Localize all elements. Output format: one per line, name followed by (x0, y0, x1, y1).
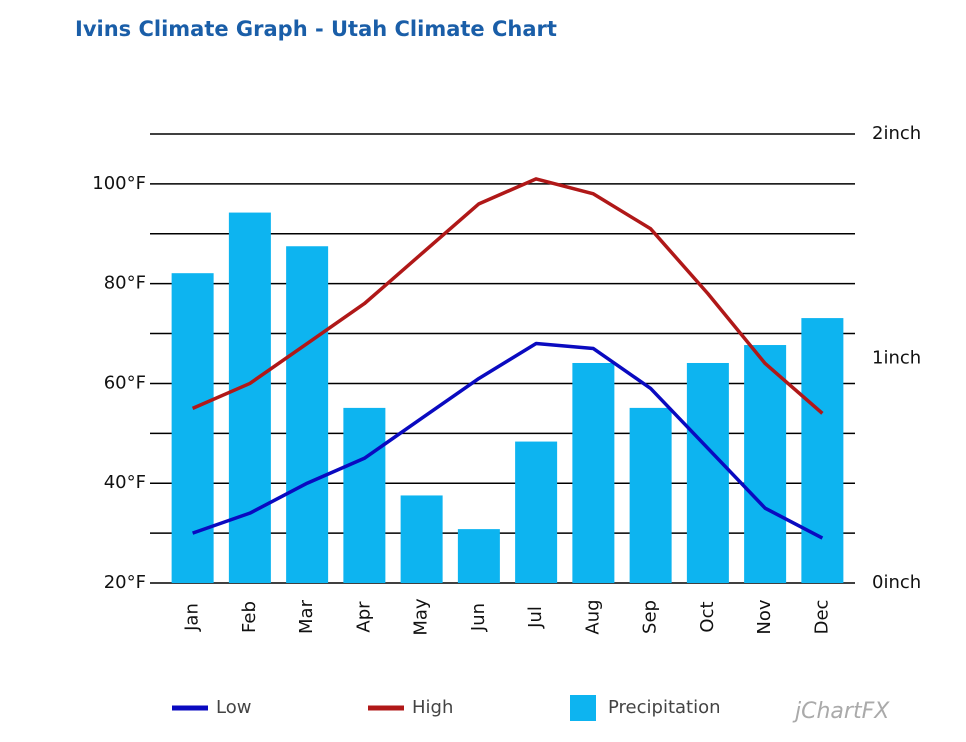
watermark: jChartFX (792, 699, 890, 724)
x-tick-label: Aug (582, 599, 603, 634)
bar (744, 345, 787, 583)
x-tick-label: Dec (811, 600, 832, 635)
bar (801, 318, 844, 583)
line (192, 341, 824, 540)
y-tick-label: 60°F (104, 372, 146, 393)
legend-label: High (412, 697, 453, 718)
x-tick-label: Jul (525, 606, 546, 629)
x-tick-label: May (411, 598, 432, 636)
x-tick-label: Jan (182, 603, 203, 632)
x-tick-label: Apr (353, 601, 374, 633)
x-tick-label: Feb (239, 601, 260, 633)
x-tick-label: Nov (754, 599, 775, 634)
legend-swatch (570, 695, 596, 721)
bar (171, 273, 214, 583)
y2-tick-label: 0inch (872, 572, 921, 593)
y-tick-label: 40°F (104, 472, 146, 493)
line (191, 177, 824, 415)
bar (686, 362, 729, 583)
y-tick-label: 80°F (104, 273, 146, 294)
x-tick-label: Sep (640, 600, 661, 634)
x-tick-label: Mar (296, 599, 317, 634)
bar (572, 362, 615, 583)
bar (457, 529, 500, 583)
bar (400, 495, 443, 583)
bar (343, 407, 386, 583)
y2-tick-label: 2inch (872, 123, 921, 144)
legend-label: Precipitation (608, 697, 721, 718)
bar (515, 441, 558, 583)
chart-title: Ivins Climate Graph - Utah Climate Chart (75, 17, 557, 41)
bar (286, 246, 329, 583)
x-tick-label: Oct (697, 601, 718, 632)
y-tick-label: 20°F (104, 572, 146, 593)
bar (629, 407, 672, 583)
y2-tick-label: 1inch (872, 348, 921, 369)
y-tick-label: 100°F (92, 173, 146, 194)
bar (228, 212, 271, 583)
legend-label: Low (216, 697, 251, 718)
x-tick-label: Jun (468, 603, 489, 632)
